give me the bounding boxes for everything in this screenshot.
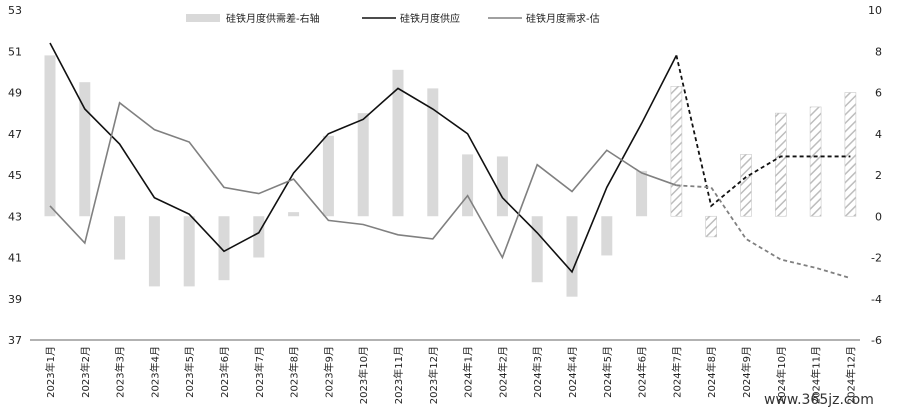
gap-bar-1 — [44, 55, 56, 217]
gap-bar-17 — [601, 216, 613, 256]
gap-bar-6 — [218, 216, 230, 281]
gap-bar-11 — [392, 69, 404, 217]
right-tick-0: 0 — [875, 210, 882, 223]
left-tick-53: 53 — [8, 4, 22, 17]
x-tick-16: 2024年4月 — [566, 346, 579, 398]
gap-bar-13 — [462, 154, 474, 217]
left-tick-47: 47 — [8, 128, 22, 141]
right-tick-8: 8 — [875, 45, 882, 58]
supply-demand-gap-bars — [44, 55, 857, 297]
left-tick-51: 51 — [8, 45, 22, 58]
gap-bar-24 — [844, 92, 857, 217]
x-tick-13: 2024年1月 — [462, 346, 475, 398]
gap-bar-18 — [636, 170, 648, 217]
gap-bar-16 — [566, 216, 578, 297]
x-tick-7: 2023年7月 — [253, 346, 266, 398]
series-lines — [49, 42, 851, 279]
right-tick--2: -2 — [871, 252, 882, 265]
x-tick-17: 2024年5月 — [601, 346, 614, 398]
legend-label-gap: 硅铁月度供需差-右轴 — [226, 12, 320, 25]
demand-line — [49, 101, 677, 260]
right-axis-ticks: -6 -4 -2 0 2 4 6 8 10 — [868, 4, 882, 347]
gap-bar-9 — [322, 135, 334, 217]
legend-swatch-gap — [186, 14, 220, 22]
right-tick-2: 2 — [875, 169, 882, 182]
x-tick-21: 2024年9月 — [740, 346, 753, 398]
legend-label-demand: 硅铁月度需求-估 — [526, 12, 600, 25]
x-tick-8: 2023年8月 — [288, 346, 301, 398]
gap-bar-5 — [183, 216, 195, 287]
x-axis-ticks: 2023年1月 2023年2月 2023年3月 2023年4月 2023年5月 2023年… — [44, 346, 857, 404]
legend-label-supply: 硅铁月度供应 — [400, 12, 460, 25]
gap-bar-19 — [670, 86, 683, 217]
x-tick-9: 2023年9月 — [322, 346, 335, 398]
x-tick-23: 2024年11月 — [810, 346, 823, 404]
right-tick--6: -6 — [871, 334, 882, 347]
x-tick-4: 2023年4月 — [148, 346, 161, 398]
gap-bar-10 — [357, 113, 369, 217]
right-tick--4: -4 — [871, 293, 882, 306]
gap-bar-7 — [253, 216, 265, 258]
gap-bar-20 — [705, 215, 718, 238]
gap-bar-3 — [114, 216, 126, 260]
gap-bar-8 — [288, 212, 300, 217]
gap-bar-15 — [531, 216, 543, 283]
left-tick-39: 39 — [8, 293, 22, 306]
demand-forecast-line — [676, 184, 851, 279]
left-tick-41: 41 — [8, 252, 22, 265]
gap-bar-21 — [740, 154, 752, 217]
x-tick-2: 2023年2月 — [79, 346, 92, 398]
x-tick-22: 2024年10月 — [775, 346, 788, 404]
left-tick-45: 45 — [8, 169, 22, 182]
x-tick-20: 2024年8月 — [705, 346, 718, 398]
x-tick-19: 2024年7月 — [670, 346, 683, 398]
x-tick-3: 2023年3月 — [114, 346, 127, 398]
left-tick-49: 49 — [8, 87, 22, 100]
legend: 硅铁月度供需差-右轴 硅铁月度供应 硅铁月度需求-估 — [186, 12, 600, 25]
gap-bar-22 — [774, 112, 787, 217]
watermark: www.365jz.com — [764, 392, 874, 408]
x-tick-10: 2023年10月 — [357, 346, 370, 404]
supply-line — [49, 42, 678, 274]
gap-bar-14 — [496, 156, 508, 217]
right-tick-6: 6 — [875, 87, 882, 100]
gap-bar-2 — [79, 82, 91, 217]
x-tick-6: 2023年6月 — [218, 346, 231, 398]
gap-bar-23 — [809, 106, 822, 217]
x-tick-12: 2023年12月 — [427, 346, 440, 404]
supply-forecast-line — [675, 55, 851, 208]
x-tick-1: 2023年1月 — [44, 346, 57, 398]
x-tick-18: 2024年6月 — [636, 346, 649, 398]
x-tick-15: 2024年3月 — [531, 346, 544, 398]
x-tick-24: 2024年12月 — [844, 346, 857, 404]
x-tick-14: 2024年2月 — [496, 346, 509, 398]
left-tick-43: 43 — [8, 210, 22, 223]
right-tick-4: 4 — [875, 128, 882, 141]
right-tick-10: 10 — [868, 4, 882, 17]
left-tick-37: 37 — [8, 334, 22, 347]
x-tick-5: 2023年5月 — [183, 346, 196, 398]
x-tick-11: 2023年11月 — [392, 346, 405, 404]
gap-bar-12 — [427, 88, 439, 217]
gap-bar-4 — [148, 216, 160, 287]
left-axis-ticks: 37 39 41 43 45 47 49 51 53 — [8, 4, 22, 347]
